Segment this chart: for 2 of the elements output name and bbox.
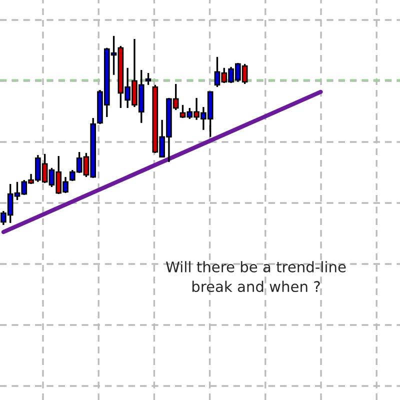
candlestick	[145, 72, 152, 86]
text: Will there be a trend-line break and when ?	[166, 261, 346, 292]
